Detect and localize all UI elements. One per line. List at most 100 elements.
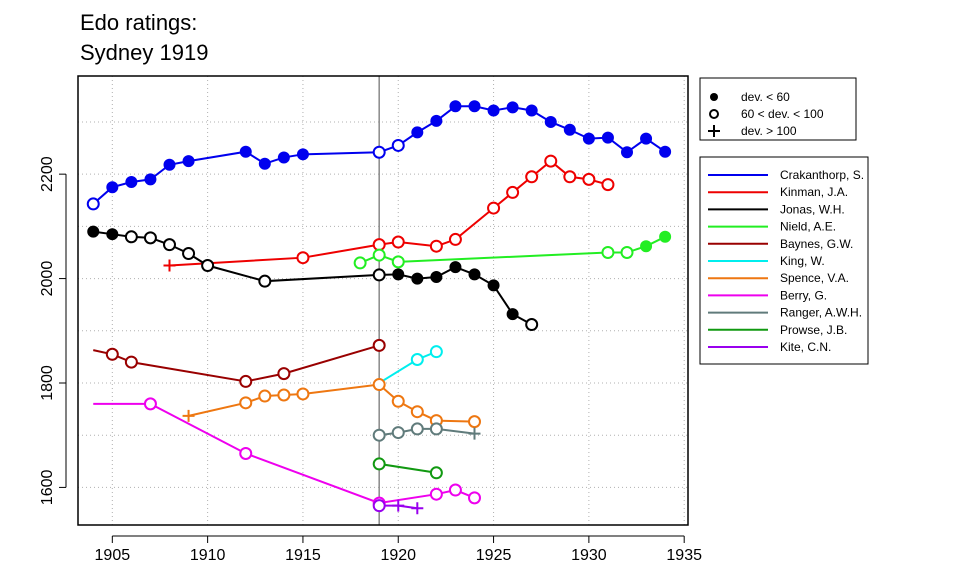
data-point (124, 230, 138, 244)
x-tick-label: 1930 (571, 547, 607, 564)
data-point (372, 428, 386, 442)
y-tick-label: 1600 (39, 470, 56, 506)
data-point (296, 387, 310, 401)
data-point (258, 157, 271, 170)
data-point (124, 355, 138, 369)
data-point (525, 170, 539, 184)
data-point (239, 374, 253, 388)
data-point (105, 347, 119, 361)
data-point (372, 499, 386, 513)
data-point (143, 397, 157, 411)
data-point (277, 388, 291, 402)
legend-marker-filled (710, 93, 718, 101)
data-point (201, 259, 215, 273)
data-point (659, 145, 672, 158)
data-point (525, 104, 538, 117)
series-nield-a-e (353, 230, 672, 270)
legend-label: Spence, V.A. (780, 271, 849, 285)
data-point (563, 123, 576, 136)
legend-marker-open (709, 109, 719, 119)
data-point (372, 338, 386, 352)
data-point (144, 173, 157, 186)
data-point (487, 104, 500, 117)
data-point (296, 148, 309, 161)
legend-marker-label: dev. > 100 (741, 124, 797, 138)
data-point (506, 308, 519, 321)
x-tick-label: 1915 (285, 547, 321, 564)
data-point (391, 255, 405, 269)
legend-label: Crakanthorp, S. (780, 168, 864, 182)
x-tick-label: 1925 (476, 547, 512, 564)
data-point (544, 115, 557, 128)
data-point (391, 426, 405, 440)
marker-legend: dev. < 60 60 < dev. < 100 dev. > 100 (699, 77, 857, 141)
data-point (449, 261, 462, 274)
data-point (468, 100, 481, 113)
y-tick-label: 2200 (39, 156, 56, 192)
marker-legend-box (699, 77, 857, 141)
x-tick-label: 1905 (95, 547, 131, 564)
legend-label: Jonas, W.H. (780, 202, 845, 216)
series-crakanthorp-s (86, 100, 672, 211)
data-point (87, 225, 100, 238)
data-point (430, 114, 443, 127)
data-point (277, 151, 290, 164)
data-point (640, 240, 653, 253)
chart-title: Edo ratings: (80, 10, 198, 35)
data-point (544, 154, 558, 168)
data-point (411, 126, 424, 139)
data-point (296, 251, 310, 265)
data-point (372, 238, 386, 252)
data-point (448, 483, 462, 497)
data-point (468, 268, 481, 281)
series-line (379, 462, 437, 474)
data-point (106, 228, 119, 241)
legend-label: Nield, A.E. (780, 220, 836, 234)
data-point (449, 100, 462, 113)
legend-label: King, W. (780, 254, 825, 268)
data-point (258, 389, 272, 403)
series-kite-c-n (372, 499, 424, 515)
legend-label: Kite, C.N. (780, 340, 831, 354)
data-point (582, 132, 595, 145)
data-point (372, 248, 386, 262)
series-spence-v-a (182, 378, 481, 429)
data-point (392, 499, 405, 512)
data-point (468, 491, 481, 505)
data-point (429, 422, 443, 436)
series-line (188, 383, 475, 423)
series-line (93, 230, 533, 326)
data-point (487, 279, 500, 292)
data-point (640, 132, 653, 145)
series-line (93, 402, 475, 505)
legend-marker-label: 60 < dev. < 100 (741, 107, 824, 121)
data-point (391, 235, 405, 249)
chart-subtitle: Sydney 1919 (80, 40, 209, 65)
data-point (582, 172, 596, 186)
data-point (353, 256, 367, 270)
data-point (391, 138, 405, 152)
legend-marker-plus (708, 125, 720, 137)
data-point (601, 245, 615, 259)
data-point (620, 245, 634, 259)
series-legend: Crakanthorp, S. Kinman, J.A. Jonas, W.H. Ni… (699, 156, 869, 365)
data-point (163, 158, 176, 171)
legend-label: Prowse, J.B. (780, 323, 847, 337)
data-point (239, 145, 252, 158)
data-point (410, 352, 424, 366)
data-point (430, 271, 443, 284)
x-tick-label: 1920 (380, 547, 416, 564)
data-point (106, 181, 119, 194)
data-point (391, 394, 405, 408)
data-point (277, 367, 291, 381)
data-point (487, 201, 501, 215)
data-point (258, 274, 272, 288)
y-tick-label: 2000 (39, 261, 56, 297)
data-point (182, 247, 196, 261)
data-point (372, 145, 386, 159)
data-point (239, 446, 253, 460)
data-point (468, 427, 481, 440)
data-point (601, 178, 615, 192)
data-point (372, 457, 386, 471)
